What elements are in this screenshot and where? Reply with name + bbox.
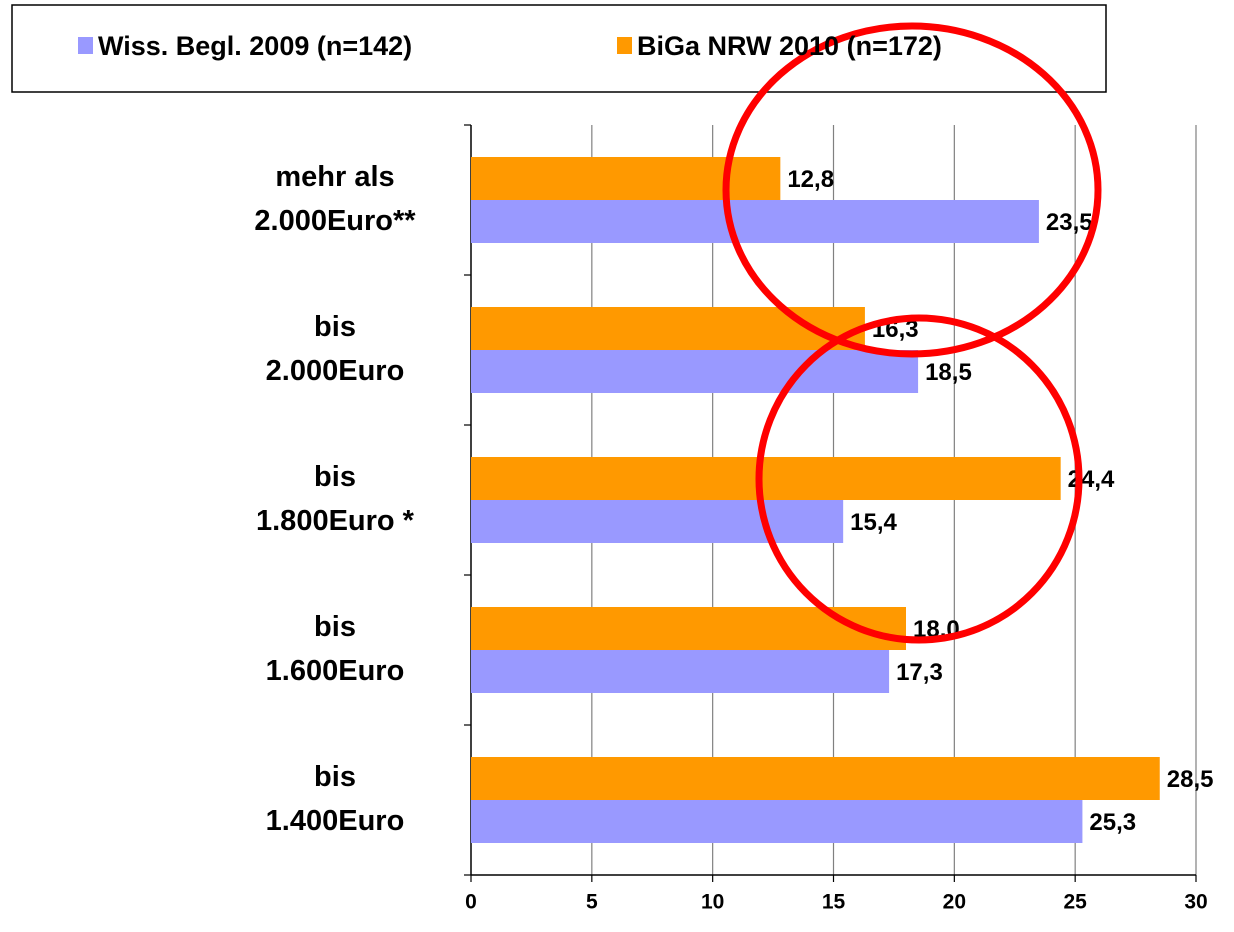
legend-label: Wiss. Begl. 2009 (n=142) [98, 31, 412, 61]
bar [471, 607, 906, 650]
x-tick-label: 20 [943, 891, 966, 914]
highlight-circle [722, 22, 1102, 358]
value-label: 23,5 [1046, 209, 1093, 236]
bar [471, 457, 1061, 500]
y-tick-label: mehr als 2.000Euro** [254, 161, 416, 237]
bar [471, 350, 919, 393]
y-tick-label: bis 1.800Euro * [256, 461, 415, 537]
bar [471, 157, 781, 200]
value-label: 15,4 [850, 509, 897, 536]
legend-box [11, 4, 1107, 93]
bar [471, 307, 865, 350]
legend-swatch [78, 37, 93, 54]
x-tick-label: 5 [586, 891, 598, 914]
bar [471, 200, 1039, 243]
bar [471, 500, 844, 543]
bar [471, 800, 1083, 843]
bar [471, 650, 890, 693]
value-label: 25,3 [1089, 809, 1136, 836]
x-tick-label: 10 [701, 891, 724, 914]
plot: 0 5 10 15 20 25 30 mehr als 2.000Euro** 12,8 23,5 b… [254, 124, 1214, 914]
legend-swatch [617, 37, 632, 54]
value-label: 18,5 [925, 359, 972, 386]
x-tick-label: 0 [465, 891, 477, 914]
legend-label: BiGa NRW 2010 (n=172) [637, 31, 942, 61]
y-tick-label: bis 1.600Euro [266, 611, 405, 687]
value-label: 24,4 [1068, 466, 1115, 493]
y-tick-label: bis 2.000Euro [266, 311, 405, 387]
value-label: 28,5 [1167, 766, 1214, 793]
y-tick-label: bis 1.400Euro [266, 761, 405, 837]
value-label: 17,3 [896, 659, 943, 686]
x-tick-label: 25 [1063, 891, 1087, 914]
value-label: 12,8 [787, 166, 834, 193]
x-tick-label: 30 [1184, 891, 1207, 914]
highlight-circle [755, 314, 1083, 644]
bar [471, 757, 1160, 800]
x-tick-label: 15 [822, 891, 846, 914]
